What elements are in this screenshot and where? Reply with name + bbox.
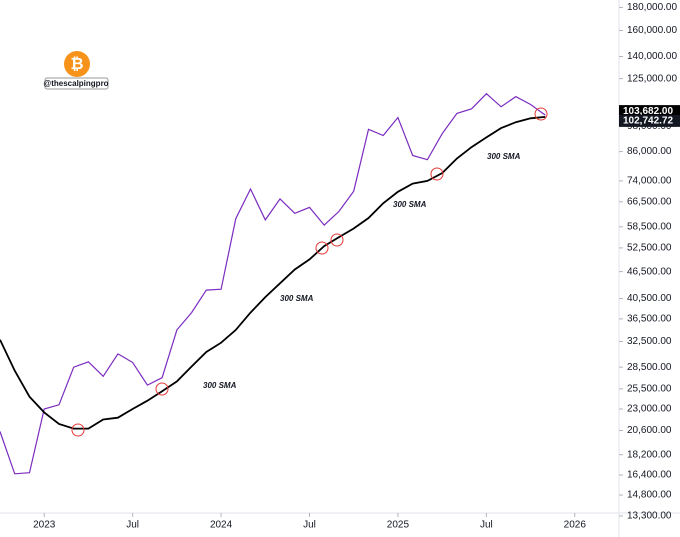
y-tick-label: 36,500.00 <box>627 314 672 325</box>
x-tick-label: 2024 <box>210 520 233 531</box>
touch-circle <box>315 241 329 255</box>
price-tag <box>619 105 680 118</box>
y-tick-label: 13,300.00 <box>627 511 672 522</box>
y-tick-label: 74,000.00 <box>627 176 672 187</box>
y-tick-label: 180,000.00 <box>627 2 677 13</box>
y-tick-label: 23,000.00 <box>627 404 672 415</box>
x-tick-label: 2026 <box>564 520 587 531</box>
touch-circle <box>534 107 548 121</box>
touch-circle <box>430 167 444 181</box>
x-tick-label: Jul <box>480 520 493 531</box>
y-tick-label: 46,500.00 <box>627 266 672 277</box>
x-tick-label: 2025 <box>387 520 410 531</box>
annotation: 300 SMA <box>280 294 314 303</box>
y-tick-label: 25,500.00 <box>627 384 672 395</box>
bitcoin-symbol: ₿ <box>70 55 83 73</box>
x-tick-label: Jul <box>303 520 316 531</box>
y-tick-label: 40,500.00 <box>627 293 672 304</box>
y-tick-label: 140,000.00 <box>627 51 677 62</box>
annotation: 300 SMA <box>393 200 427 209</box>
y-tick-label: 16,400.00 <box>627 470 672 481</box>
y-tick-label: 86,000.00 <box>627 146 672 157</box>
y-tick-label: 52,500.00 <box>627 243 672 254</box>
y-tick-label: 66,500.00 <box>627 196 672 207</box>
annotation: 300 SMA <box>487 152 521 161</box>
touch-circle <box>155 382 169 396</box>
bitcoin-icon <box>64 51 90 77</box>
price-tag-label: 103,682.00 <box>623 106 673 117</box>
y-tick-label: 14,800.00 <box>627 490 672 501</box>
y-tick-label: 32,500.00 <box>627 336 672 347</box>
price-tag <box>619 114 680 127</box>
watermark-box <box>44 77 109 90</box>
x-tick-label: 2023 <box>33 520 56 531</box>
touch-circle <box>330 233 344 247</box>
y-tick-label: 58,500.00 <box>627 221 672 232</box>
y-tick-label: 160,000.00 <box>627 25 677 36</box>
watermark: @thescalpingpro <box>43 79 108 88</box>
price-tag-label: 102,742.72 <box>623 116 673 127</box>
y-tick-label: 125,000.00 <box>627 73 677 84</box>
annotation: 300 SMA <box>203 381 237 390</box>
y-tick-label: 28,500.00 <box>627 362 672 373</box>
x-tick-label: Jul <box>126 520 139 531</box>
series-line <box>0 116 546 430</box>
series-line <box>0 92 546 475</box>
y-tick-label: 18,200.00 <box>627 449 672 460</box>
y-tick-label: 20,600.00 <box>627 425 672 436</box>
touch-circle <box>71 423 85 437</box>
